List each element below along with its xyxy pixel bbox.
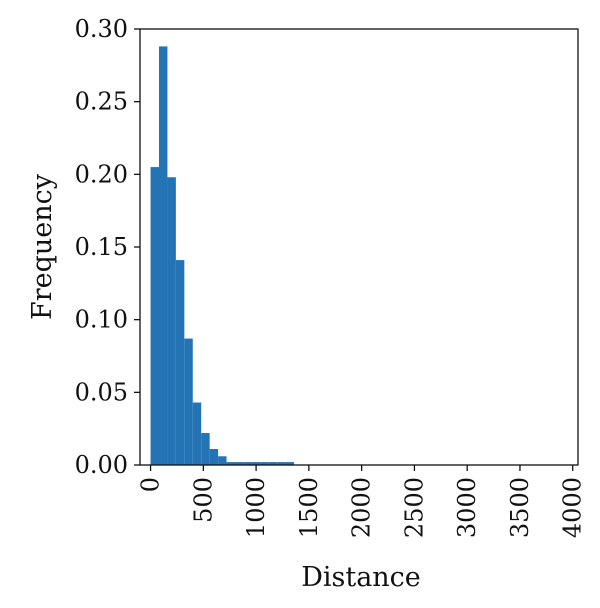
x-tick-label: 2000 <box>348 477 376 538</box>
y-tick-label: 0.00 <box>75 451 128 479</box>
x-axis: 0 500 1000 1500 2000 2500 3000 3500 4000 <box>137 465 587 538</box>
y-tick-label: 0.25 <box>75 88 128 116</box>
histogram-bar <box>201 433 210 465</box>
histogram-bar <box>277 462 286 465</box>
x-tick-label: 3000 <box>453 477 481 538</box>
x-tick-label: 4000 <box>559 477 587 538</box>
histogram-bar <box>218 456 227 465</box>
histogram-bar <box>192 402 202 465</box>
y-tick-label: 0.30 <box>75 15 128 43</box>
histogram-bar <box>184 338 193 465</box>
x-tick-label: 1000 <box>242 477 270 538</box>
histogram-bar <box>260 462 269 465</box>
x-axis-title: Distance <box>301 562 421 593</box>
y-axis-title: Frequency <box>27 173 58 320</box>
x-tick-label: 1500 <box>295 477 323 538</box>
x-tick-label: 0 <box>137 477 165 492</box>
x-tick-label: 3500 <box>506 477 534 538</box>
plot-area-frame <box>139 28 579 466</box>
histogram-bar <box>209 449 219 465</box>
x-tick-label: 2500 <box>400 477 428 538</box>
histogram-bar <box>167 177 176 466</box>
y-tick-label: 0.15 <box>75 233 128 261</box>
histogram-bar <box>251 462 261 465</box>
y-axis: 0.00 0.05 0.10 0.15 0.20 0.25 0.30 <box>75 15 140 479</box>
histogram-bar <box>226 462 235 465</box>
histogram-bar <box>268 462 278 465</box>
histogram-bar <box>234 462 244 465</box>
histogram-bar <box>243 462 252 465</box>
histogram-bar <box>158 46 168 465</box>
histogram-bar <box>285 462 295 465</box>
y-tick-label: 0.20 <box>75 160 128 188</box>
x-tick-label: 500 <box>189 477 217 523</box>
histogram-bar <box>150 167 159 466</box>
bars-group <box>150 46 295 466</box>
histogram-bar <box>175 260 185 465</box>
y-tick-label: 0.10 <box>75 306 128 334</box>
y-tick-label: 0.05 <box>75 378 128 406</box>
